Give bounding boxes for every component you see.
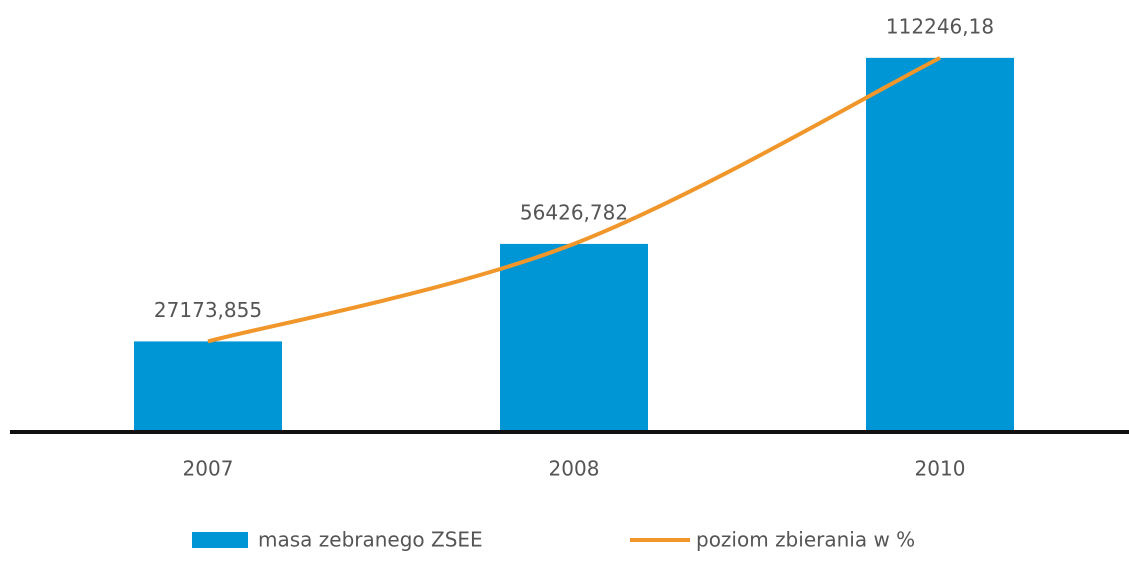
- x-tick-label: 2008: [549, 457, 600, 481]
- bar: [500, 243, 648, 432]
- legend-label: poziom zbierania w %: [696, 528, 915, 552]
- bar: [866, 57, 1014, 432]
- legend-label: masa zebranego ZSEE: [258, 528, 483, 552]
- data-label: 112246,18: [886, 14, 994, 38]
- bar: [134, 341, 282, 432]
- x-tick-label: 2010: [915, 457, 966, 481]
- data-label: 27173,855: [154, 298, 262, 322]
- line: [207, 56, 941, 344]
- data-label: 56426,782: [520, 200, 628, 224]
- x-tick-label: 2007: [183, 457, 234, 481]
- legend-swatch: [192, 532, 248, 548]
